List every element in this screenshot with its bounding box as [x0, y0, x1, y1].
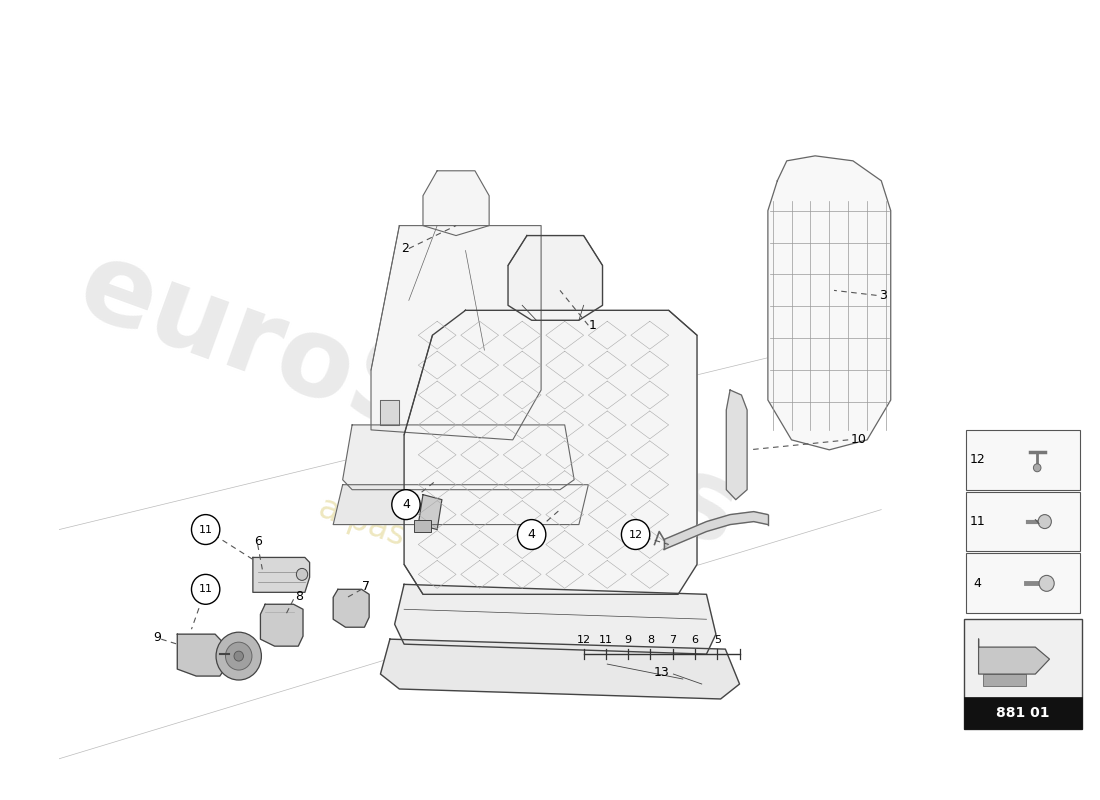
Circle shape — [392, 490, 420, 519]
Text: 12: 12 — [576, 635, 591, 645]
Bar — [966, 492, 1080, 551]
Bar — [983, 674, 1026, 686]
Circle shape — [1038, 514, 1052, 529]
Text: a passion for parts: a passion for parts — [314, 490, 617, 628]
Polygon shape — [381, 400, 399, 425]
Text: 4: 4 — [974, 577, 981, 590]
Text: 3: 3 — [879, 289, 888, 302]
Text: 881 01: 881 01 — [997, 706, 1049, 720]
Text: 5: 5 — [714, 635, 720, 645]
Polygon shape — [768, 156, 891, 450]
Text: 7: 7 — [669, 635, 676, 645]
Text: 12: 12 — [628, 530, 642, 539]
Circle shape — [234, 651, 243, 661]
Bar — [966, 430, 1080, 490]
Circle shape — [517, 519, 546, 550]
Text: 4: 4 — [402, 498, 410, 511]
Text: 9: 9 — [153, 630, 162, 644]
Polygon shape — [381, 639, 739, 699]
Circle shape — [621, 519, 650, 550]
Text: 11: 11 — [970, 515, 986, 528]
Polygon shape — [726, 390, 747, 500]
Text: 11: 11 — [199, 525, 212, 534]
Text: 9: 9 — [625, 635, 631, 645]
Polygon shape — [343, 425, 574, 490]
Text: 8: 8 — [647, 635, 654, 645]
Polygon shape — [424, 170, 490, 235]
Polygon shape — [418, 494, 442, 530]
Text: 105: 105 — [593, 442, 696, 518]
Bar — [966, 554, 1080, 614]
Polygon shape — [177, 634, 224, 676]
Polygon shape — [508, 235, 603, 320]
Polygon shape — [253, 558, 309, 592]
Polygon shape — [333, 485, 588, 525]
Text: 2: 2 — [400, 242, 409, 255]
Polygon shape — [261, 604, 302, 646]
Circle shape — [296, 569, 308, 580]
Text: 4: 4 — [528, 528, 536, 541]
Text: 11: 11 — [598, 635, 613, 645]
Text: 13: 13 — [653, 666, 670, 678]
Text: 12: 12 — [970, 454, 986, 466]
Bar — [965, 619, 1081, 729]
Polygon shape — [395, 584, 716, 654]
Text: 6: 6 — [692, 635, 698, 645]
Circle shape — [216, 632, 262, 680]
Polygon shape — [664, 512, 768, 550]
Text: 11: 11 — [199, 584, 212, 594]
Text: euroSparts: euroSparts — [64, 231, 754, 569]
Polygon shape — [404, 310, 697, 594]
Circle shape — [191, 574, 220, 604]
Text: 6: 6 — [254, 535, 262, 548]
Bar — [965, 697, 1081, 729]
Text: 7: 7 — [362, 580, 370, 593]
Text: 8: 8 — [296, 590, 304, 603]
Circle shape — [226, 642, 252, 670]
Polygon shape — [333, 590, 370, 627]
Polygon shape — [979, 639, 1049, 674]
Bar — [414, 519, 430, 531]
Polygon shape — [371, 226, 541, 440]
Circle shape — [1033, 464, 1041, 472]
Circle shape — [1040, 575, 1054, 591]
Text: 10: 10 — [851, 434, 867, 446]
Text: 1: 1 — [588, 318, 596, 332]
Circle shape — [191, 514, 220, 545]
